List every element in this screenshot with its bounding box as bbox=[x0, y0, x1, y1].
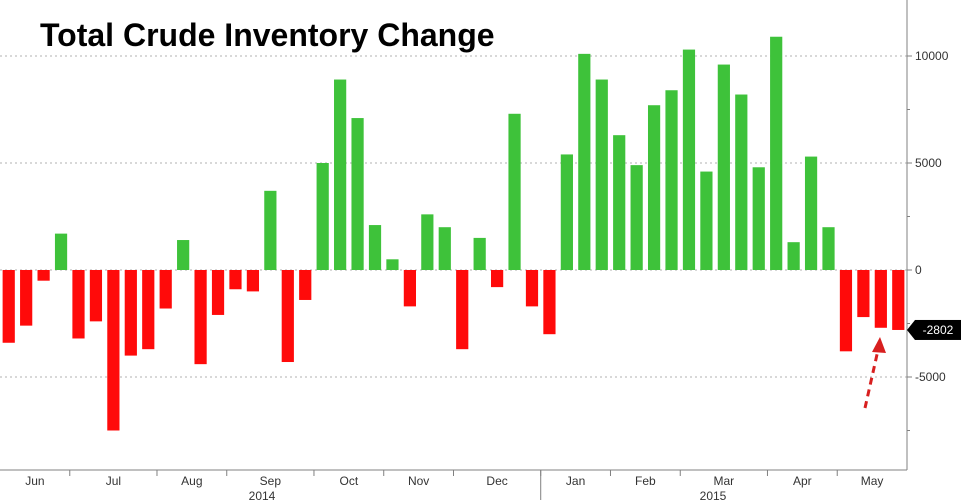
bar bbox=[107, 270, 120, 431]
bar bbox=[334, 79, 347, 270]
bar bbox=[508, 113, 521, 270]
x-tick-label: Sep bbox=[260, 474, 282, 488]
arrow-head bbox=[872, 337, 886, 353]
x-tick-label: Feb bbox=[635, 474, 656, 488]
callout-box bbox=[915, 319, 961, 340]
bar bbox=[717, 64, 730, 270]
bar bbox=[438, 227, 451, 270]
bar bbox=[857, 270, 870, 318]
bar bbox=[368, 225, 382, 270]
bar bbox=[177, 240, 190, 270]
bar bbox=[456, 270, 469, 350]
bar bbox=[473, 237, 486, 270]
x-tick-label: Aug bbox=[181, 474, 202, 488]
year-label-2014: 2014 bbox=[249, 489, 276, 502]
bar bbox=[20, 270, 33, 326]
bar bbox=[37, 270, 50, 281]
bar bbox=[421, 214, 434, 270]
bar bbox=[525, 270, 539, 307]
x-tick-label: Nov bbox=[408, 474, 429, 488]
bar bbox=[246, 270, 260, 292]
bar bbox=[281, 270, 294, 363]
bar bbox=[159, 270, 172, 309]
bars bbox=[2, 36, 905, 431]
bar bbox=[647, 105, 661, 270]
callout-pointer bbox=[907, 319, 915, 340]
bar bbox=[194, 270, 207, 365]
bar bbox=[211, 270, 225, 315]
bar bbox=[578, 53, 591, 270]
x-tick-label: May bbox=[861, 474, 884, 488]
arrow-shaft bbox=[863, 349, 880, 409]
bar bbox=[351, 118, 364, 270]
bar bbox=[491, 270, 504, 288]
bar bbox=[72, 270, 85, 339]
bar bbox=[142, 270, 155, 350]
axes bbox=[0, 0, 912, 500]
last-value-callout: -2802 bbox=[907, 319, 961, 340]
y-tick-label: 0 bbox=[915, 263, 922, 277]
chart-title: Total Crude Inventory Change bbox=[40, 17, 495, 53]
x-tick-label: Dec bbox=[486, 474, 507, 488]
year-label-2015: 2015 bbox=[700, 489, 727, 502]
bar bbox=[124, 270, 137, 356]
bar bbox=[752, 167, 765, 270]
last-value-label: -2802 bbox=[923, 323, 954, 337]
y-tick-label: 10000 bbox=[915, 49, 949, 63]
y-tick-label: 5000 bbox=[915, 156, 942, 170]
bar bbox=[403, 270, 416, 307]
bar bbox=[299, 270, 312, 300]
x-tick-label: Jun bbox=[25, 474, 44, 488]
x-tick-label: Jul bbox=[106, 474, 121, 488]
x-tick-label: Oct bbox=[340, 474, 359, 488]
bar bbox=[89, 270, 103, 322]
bar bbox=[787, 242, 800, 270]
bar bbox=[735, 94, 748, 271]
x-tick-label: Jan bbox=[566, 474, 585, 488]
tick-labels: -5000 0 5000 10000 Jun Jul Aug Sep Oct Nov Dec Jan F… bbox=[25, 49, 948, 502]
bar bbox=[543, 270, 556, 335]
bar bbox=[630, 165, 643, 270]
bar bbox=[229, 270, 242, 290]
bar bbox=[2, 270, 15, 343]
bar bbox=[682, 49, 696, 270]
bar bbox=[665, 90, 678, 271]
bar bbox=[892, 270, 905, 330]
bar bbox=[822, 227, 835, 270]
y-tick-label: -5000 bbox=[915, 370, 946, 384]
bar bbox=[595, 79, 608, 270]
bar bbox=[804, 156, 818, 270]
bar bbox=[700, 171, 713, 270]
bar bbox=[770, 36, 783, 270]
bar bbox=[316, 163, 329, 270]
bar bbox=[264, 190, 277, 270]
bar bbox=[874, 270, 887, 328]
x-tick-label: Apr bbox=[793, 474, 812, 488]
x-tick-label: Mar bbox=[714, 474, 735, 488]
red-arrow-annotation bbox=[863, 337, 886, 409]
bar bbox=[54, 233, 68, 270]
bar bbox=[560, 154, 573, 270]
bar bbox=[386, 259, 399, 270]
bar bbox=[839, 270, 853, 352]
bar bbox=[613, 135, 626, 270]
